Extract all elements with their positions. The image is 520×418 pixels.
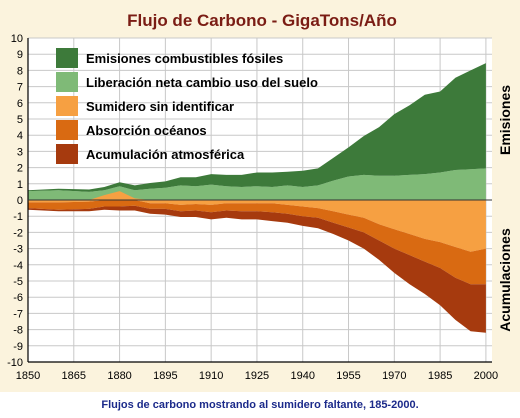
y-tick-label: -5 [13,276,23,288]
y-tick-label: 2 [17,163,23,175]
area-unidentified-sink [28,200,486,252]
legend-swatch [56,144,78,164]
x-tick-label: 1895 [153,370,177,382]
legend-swatch [56,96,78,116]
legend-swatch [56,48,78,68]
x-tick-label: 1880 [107,370,131,382]
y-tick-label: 4 [17,130,23,142]
y-tick-label: 3 [17,146,23,158]
y-tick-label: 7 [17,82,23,94]
y-tick-label: 5 [17,114,23,126]
area-fossil-emissions [28,63,486,192]
area-layer [28,63,486,333]
x-tick-label: 1985 [428,370,452,382]
y-tick-label: -2 [13,227,23,239]
y-tick-label: 0 [17,195,23,207]
carbon-flux-chart: Flujo de Carbono - GigaTons/Año 10987654… [7,11,513,382]
x-tick-label: 1940 [290,370,314,382]
x-tick-label: 1970 [382,370,406,382]
y-tick-label: -10 [7,357,23,369]
area-unidentified-sink-positive [28,191,486,200]
x-tick-label: 1850 [16,370,40,382]
legend-label: Sumidero sin identificar [86,99,234,114]
area-land-use [28,168,486,200]
y-tick-label: 9 [17,49,23,61]
legend: Emisiones combustibles fósiles Liberación… [56,48,318,164]
y-tick-label: -3 [13,244,23,256]
figure-caption: Flujos de carbono mostrando al sumidero … [101,399,419,411]
y-tick-label: -1 [13,211,23,223]
legend-label: Acumulación atmosférica [86,147,245,162]
area-ocean-absorption [28,200,486,285]
legend-label: Absorción océanos [86,123,207,138]
side-label-accumulations: Acumulaciones [497,228,513,332]
legend-swatch [56,120,78,140]
y-tick-label: -6 [13,292,23,304]
chart-title: Flujo de Carbono - GigaTons/Año [127,11,397,30]
legend-swatch [56,72,78,92]
legend-label: Emisiones combustibles fósiles [86,51,283,66]
chart-frame: Flujo de Carbono - GigaTons/Año 10 9 8 7 6 5 4… [0,0,520,392]
x-tick-label: 2000 [474,370,498,382]
x-tick-label: 1910 [199,370,223,382]
y-tick-label: -7 [13,308,23,320]
x-tick-label: 1865 [62,370,86,382]
y-tick-label: 10 [11,33,23,45]
y-tick-label: -4 [13,260,23,272]
side-label-emissions: Emisiones [497,85,513,155]
y-tick-label: 1 [17,179,23,191]
y-tick-label: -9 [13,341,23,353]
y-tick-label: -8 [13,325,23,337]
area-atmospheric-accumulation [28,205,486,333]
x-tick-label: 1955 [336,370,360,382]
y-tick-label: 8 [17,65,23,77]
y-tick-label: 6 [17,98,23,110]
legend-label: Liberación neta cambio uso del suelo [86,75,318,90]
x-tick-label: 1925 [245,370,269,382]
